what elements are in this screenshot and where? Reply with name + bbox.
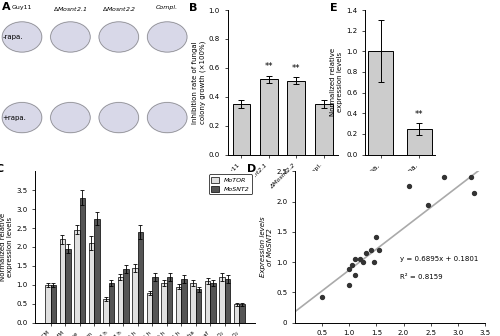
Point xyxy=(367,247,375,253)
Bar xyxy=(176,287,182,323)
Circle shape xyxy=(50,102,90,133)
Point xyxy=(470,190,478,195)
Bar xyxy=(138,232,143,323)
Point xyxy=(424,202,432,207)
Bar xyxy=(190,283,196,323)
Text: Compl.: Compl. xyxy=(156,5,178,10)
Bar xyxy=(94,219,100,323)
Point xyxy=(362,250,370,256)
Bar xyxy=(118,277,123,323)
Point xyxy=(356,256,364,262)
Bar xyxy=(368,51,394,155)
Bar xyxy=(240,304,245,323)
Bar xyxy=(182,279,187,323)
Text: D: D xyxy=(248,164,257,174)
Point xyxy=(348,262,356,268)
Text: E: E xyxy=(330,3,338,13)
Bar xyxy=(288,81,305,155)
Bar xyxy=(210,283,216,323)
Circle shape xyxy=(2,22,42,52)
Text: **: ** xyxy=(264,62,273,72)
Bar xyxy=(50,285,56,323)
Text: B: B xyxy=(189,3,198,13)
Text: A: A xyxy=(2,2,11,12)
Bar xyxy=(220,277,225,323)
Bar xyxy=(103,299,108,323)
Point xyxy=(318,294,326,300)
Point xyxy=(346,282,354,288)
Point xyxy=(405,184,413,189)
Bar xyxy=(314,104,332,155)
Bar xyxy=(60,239,65,323)
Bar xyxy=(45,285,51,323)
Text: R² = 0.8159: R² = 0.8159 xyxy=(400,274,442,280)
Bar xyxy=(123,269,128,323)
Point xyxy=(350,256,358,262)
Point xyxy=(440,175,448,180)
Y-axis label: Normalized relative
expression levels: Normalized relative expression levels xyxy=(0,213,14,281)
Point xyxy=(346,267,354,272)
Bar xyxy=(162,283,167,323)
Bar xyxy=(108,283,114,323)
Text: **: ** xyxy=(292,64,300,73)
Point xyxy=(359,259,367,265)
Bar xyxy=(167,277,172,323)
Bar xyxy=(234,304,239,323)
Point xyxy=(370,259,378,265)
Bar xyxy=(74,230,80,323)
Text: $\Delta$Mosnt2.2: $\Delta$Mosnt2.2 xyxy=(102,5,136,13)
Bar xyxy=(88,243,94,323)
Bar xyxy=(406,129,432,155)
Y-axis label: Inhibition rate of fungal
colony growth (×100%): Inhibition rate of fungal colony growth … xyxy=(192,41,206,124)
Text: $\Delta$Mosnt2.1: $\Delta$Mosnt2.1 xyxy=(54,5,88,13)
Bar xyxy=(232,104,250,155)
Circle shape xyxy=(2,102,42,133)
Bar xyxy=(225,279,230,323)
Bar xyxy=(260,79,278,155)
Y-axis label: Normalized relative
expression levels: Normalized relative expression levels xyxy=(330,48,344,116)
Bar xyxy=(65,249,70,323)
Circle shape xyxy=(99,22,138,52)
Bar xyxy=(205,281,210,323)
Y-axis label: Expression levels
of MoSNT2: Expression levels of MoSNT2 xyxy=(260,217,274,277)
Circle shape xyxy=(50,22,90,52)
Text: y = 0.6895x + 0.1801: y = 0.6895x + 0.1801 xyxy=(400,256,478,262)
Text: Guy11: Guy11 xyxy=(12,5,32,10)
Bar xyxy=(152,277,158,323)
Circle shape xyxy=(148,102,187,133)
Text: -rapa.: -rapa. xyxy=(2,34,22,40)
Point xyxy=(350,273,358,278)
Bar xyxy=(80,198,85,323)
Bar xyxy=(132,268,138,323)
Bar xyxy=(196,289,202,323)
Point xyxy=(372,234,380,239)
Legend: MoTOR, MoSNT2: MoTOR, MoSNT2 xyxy=(208,174,252,195)
Text: C: C xyxy=(0,164,4,174)
Circle shape xyxy=(99,102,138,133)
Circle shape xyxy=(148,22,187,52)
Text: **: ** xyxy=(415,111,424,120)
Text: +rapa.: +rapa. xyxy=(2,115,26,121)
Bar xyxy=(146,293,152,323)
Point xyxy=(375,247,383,253)
Point xyxy=(468,175,475,180)
